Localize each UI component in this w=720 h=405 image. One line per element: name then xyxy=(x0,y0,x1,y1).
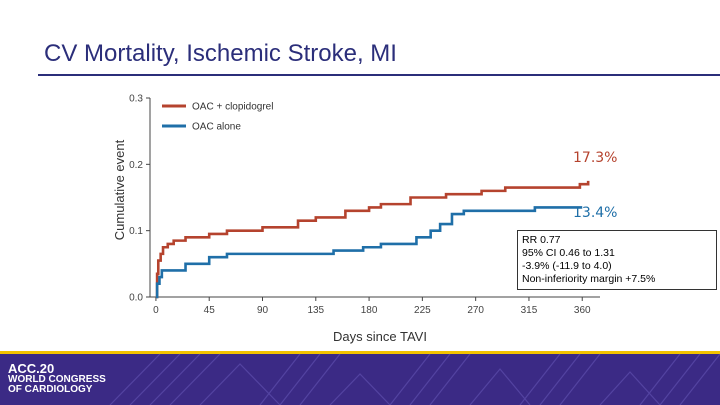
footer-pattern xyxy=(109,354,720,405)
stat-difference: -3.9% (-11.9 to 4.0) xyxy=(522,260,612,272)
legend-label: OAC alone xyxy=(192,122,241,133)
legend-label: OAC + clopidogrel xyxy=(192,102,273,113)
x-tick-label: 270 xyxy=(467,305,484,316)
x-tick-label: 360 xyxy=(574,305,591,316)
stat-noninferiority-margin: Non-inferiority margin +7.5% xyxy=(522,273,656,285)
y-axis-label: Cumulative event xyxy=(112,139,127,240)
y-tick-label: 0.0 xyxy=(129,293,143,304)
series-line-oac-clopidogrel xyxy=(155,180,590,299)
blue-series-final-value: 13.4% xyxy=(573,205,618,221)
x-tick-label: 45 xyxy=(204,305,216,316)
x-tick-label: 90 xyxy=(257,305,269,316)
y-tick-label: 0.1 xyxy=(129,226,143,237)
footer-banner: ACC.20 WORLD CONGRESS OF CARDIOLOGY xyxy=(0,354,720,405)
x-tick-label: 135 xyxy=(307,305,324,316)
slide-title: CV Mortality, Ischemic Stroke, MI xyxy=(44,40,397,67)
x-axis-label: Days since TAVI xyxy=(333,329,427,344)
series-line-oac-alone xyxy=(155,206,583,299)
x-tick-label: 315 xyxy=(521,305,538,316)
title-underline xyxy=(38,74,720,76)
logo-line2: WORLD CONGRESS xyxy=(8,374,106,385)
x-tick-label: 225 xyxy=(414,305,431,316)
logo-line1: ACC.20 xyxy=(8,361,55,376)
y-tick-label: 0.3 xyxy=(129,94,143,105)
statistics-box: RR 0.77 95% CI 0.46 to 1.31 -3.9% (-11.9… xyxy=(517,230,717,290)
red-series-final-value: 17.3% xyxy=(573,150,618,166)
x-tick-label: 180 xyxy=(361,305,378,316)
x-tick-label: 0 xyxy=(153,305,159,316)
footer-gold-stripe xyxy=(0,351,720,354)
stat-rr: RR 0.77 xyxy=(522,234,561,246)
stat-ci: 95% CI 0.46 to 1.31 xyxy=(522,247,615,259)
acc-logo: ACC.20 WORLD CONGRESS OF CARDIOLOGY xyxy=(8,362,106,395)
logo-line3: OF CARDIOLOGY xyxy=(8,384,93,395)
y-tick-label: 0.2 xyxy=(129,160,143,171)
